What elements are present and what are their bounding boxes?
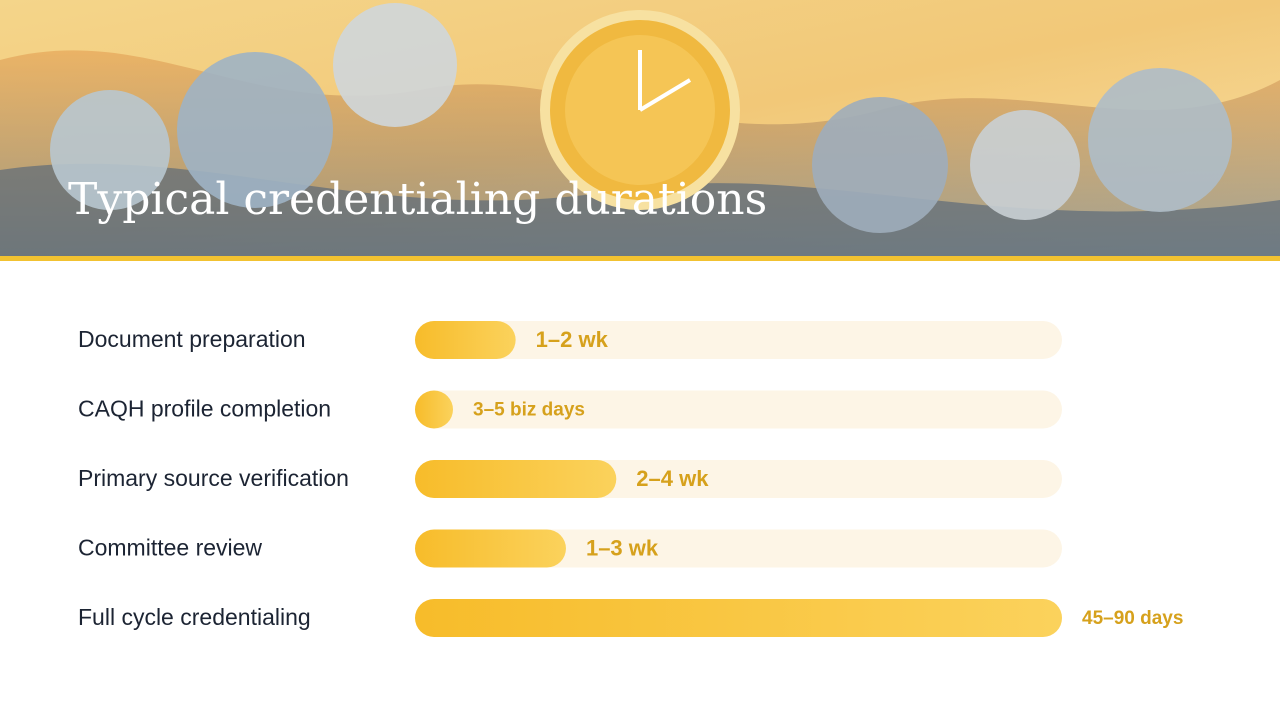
value-label: 2–4 wk (636, 466, 709, 491)
value-label: 1–3 wk (586, 535, 659, 560)
bar-track (415, 390, 1062, 429)
header-rule (0, 256, 1280, 261)
bar-chart: Document preparation 1–2 wk CAQH profile c… (78, 321, 1183, 637)
value-label: 3–5 biz days (473, 400, 585, 421)
bar (415, 599, 1062, 637)
bar-track (415, 321, 1062, 359)
bar (415, 321, 516, 359)
bar (415, 390, 453, 429)
category-label: CAQH profile completion (78, 396, 331, 422)
bar (415, 529, 566, 568)
category-label: Full cycle credentialing (78, 604, 311, 630)
category-label: Document preparation (78, 326, 306, 352)
category-label: Primary source verification (78, 465, 349, 491)
bar (415, 460, 617, 498)
value-label: 1–2 wk (536, 327, 609, 352)
bar-track (415, 529, 1062, 568)
slide-title: Typical credentialing durations (68, 174, 767, 225)
value-label: 45–90 days (1082, 608, 1183, 629)
header-banner: Typical credentialing durations (0, 0, 1280, 256)
category-label: Committee review (78, 535, 262, 561)
